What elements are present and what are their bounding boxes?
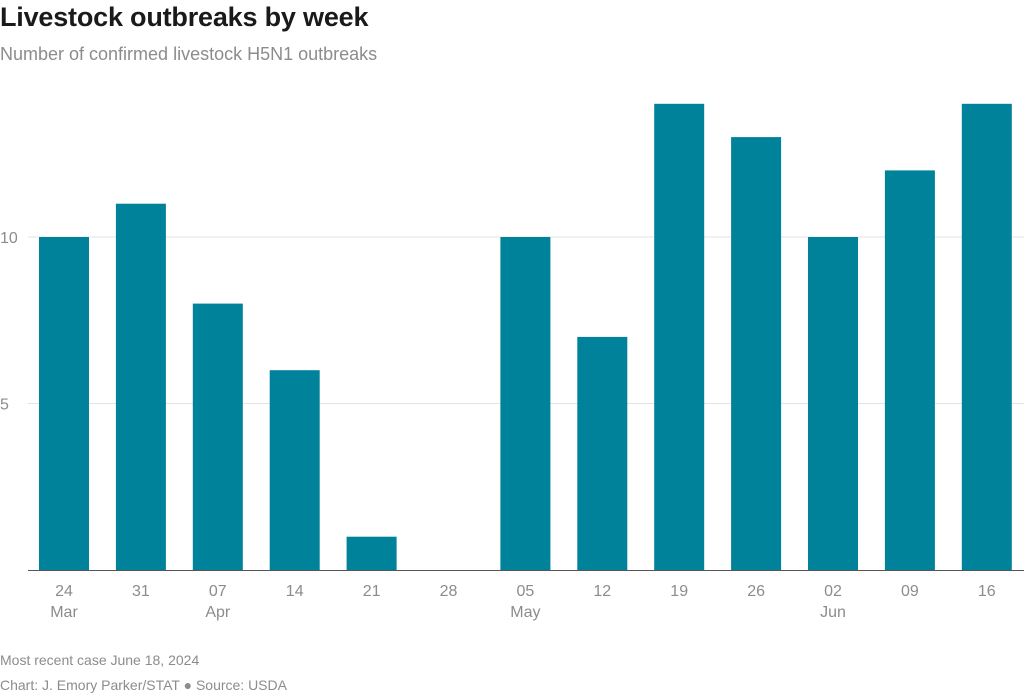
chart-title: Livestock outbreaks by week (0, 2, 369, 32)
chart-subtitle: Number of confirmed livestock H5N1 outbr… (0, 44, 378, 64)
bar-21 (346, 536, 397, 570)
tick-labels: 5 10 24 Mar 31 07 Apr 14 21 28 05 May 12 19 26 02 Jun 09 1… (0, 230, 996, 621)
x-tick-label: 02 (824, 583, 842, 600)
x-tick-label: 07 (209, 583, 227, 600)
bar-26 (731, 137, 782, 570)
bar-07 (192, 303, 243, 570)
footer-credit: Chart: J. Emory Parker/STAT ● Source: US… (0, 677, 287, 693)
x-tick-label: 24 (55, 583, 73, 600)
x-tick-label: 31 (132, 583, 150, 600)
x-tick-label: 21 (363, 583, 381, 600)
bar-16 (961, 103, 1012, 571)
x-tick-label: 12 (593, 583, 611, 600)
x-tick-label: 28 (440, 583, 458, 600)
x-tick-label: 09 (901, 583, 919, 600)
footer-note: Most recent case June 18, 2024 (0, 652, 200, 668)
y-tick-label: 5 (0, 397, 9, 414)
x-month-label: Mar (50, 604, 78, 621)
x-tick-label: 14 (286, 583, 304, 600)
x-month-label: Apr (205, 604, 231, 621)
bar-24 (39, 237, 89, 570)
x-tick-label: 05 (517, 583, 535, 600)
x-tick-label: 26 (747, 583, 765, 600)
x-month-label: Jun (820, 604, 846, 621)
bar-12 (577, 336, 628, 570)
y-tick-label: 10 (0, 230, 18, 247)
bar-05 (500, 237, 551, 570)
bar-19 (654, 103, 705, 571)
bar-31 (115, 203, 166, 570)
bar-14 (269, 370, 320, 570)
bar-09 (884, 170, 935, 570)
bar-02 (808, 237, 858, 570)
x-month-label: May (510, 604, 540, 621)
bars (39, 103, 1012, 571)
x-tick-label: 16 (978, 583, 996, 600)
x-tick-label: 19 (670, 583, 688, 600)
